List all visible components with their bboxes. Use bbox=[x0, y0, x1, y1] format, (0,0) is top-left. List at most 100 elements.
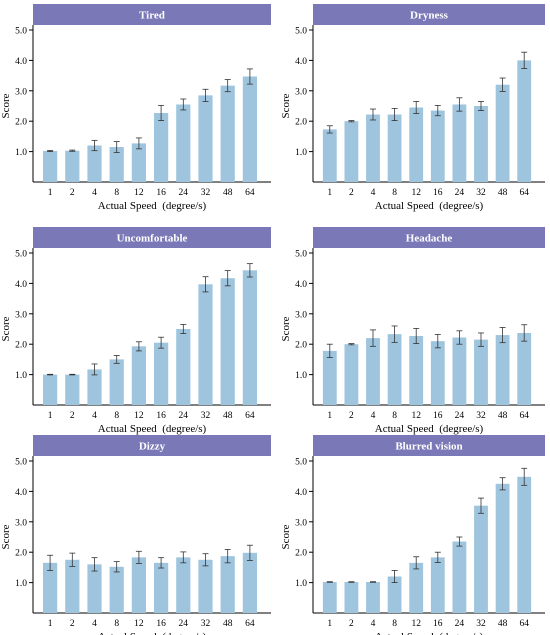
bar bbox=[198, 284, 213, 405]
y-tick-label: 1.0 bbox=[15, 148, 27, 158]
x-tick-label: 24 bbox=[179, 188, 189, 198]
bar bbox=[322, 581, 337, 613]
x-tick-label: 24 bbox=[179, 411, 189, 421]
x-tick-label: 8 bbox=[392, 411, 397, 421]
bar bbox=[495, 335, 510, 405]
bar bbox=[474, 505, 488, 613]
bar bbox=[242, 552, 258, 613]
bar bbox=[366, 114, 380, 182]
y-tick-label: 2.0 bbox=[15, 549, 27, 559]
x-tick-label: 4 bbox=[371, 411, 376, 421]
chart-title: Blurred vision bbox=[395, 441, 462, 453]
x-tick-label: 12 bbox=[134, 411, 144, 421]
bar bbox=[176, 104, 191, 182]
x-tick-label: 12 bbox=[411, 619, 421, 629]
bar bbox=[220, 278, 235, 405]
bar bbox=[452, 541, 467, 613]
x-tick-label: 2 bbox=[70, 188, 75, 198]
y-tick-label: 3.0 bbox=[295, 310, 307, 320]
x-tick-label: 4 bbox=[92, 188, 97, 198]
bar bbox=[242, 76, 258, 182]
chart-title: Dizzy bbox=[139, 441, 166, 453]
y-tick-label: 5.0 bbox=[295, 27, 307, 37]
x-axis-label: Actual Speed (degree/s) bbox=[375, 200, 484, 212]
bar bbox=[474, 106, 488, 182]
x-tick-label: 4 bbox=[371, 619, 376, 629]
y-tick-label: 3.0 bbox=[295, 87, 307, 97]
bar bbox=[87, 564, 102, 613]
y-tick-label: 1.0 bbox=[295, 371, 307, 381]
y-tick-label: 5.0 bbox=[15, 27, 27, 37]
x-tick-label: 16 bbox=[433, 411, 443, 421]
x-tick-label: 2 bbox=[349, 411, 354, 421]
chart-title: Headache bbox=[406, 233, 453, 245]
bar bbox=[430, 110, 445, 182]
bar bbox=[198, 95, 213, 182]
y-axis-label: Score bbox=[0, 524, 12, 549]
x-axis-label: Actual Speed (degree/s) bbox=[98, 200, 207, 212]
x-tick-label: 32 bbox=[201, 411, 211, 421]
x-tick-label: 16 bbox=[156, 619, 166, 629]
y-tick-label: 1.0 bbox=[295, 579, 307, 589]
x-axis-label: Actual Speed (degree/s) bbox=[98, 423, 207, 435]
x-tick-label: 1 bbox=[48, 619, 53, 629]
x-tick-label: 64 bbox=[519, 188, 529, 198]
bar bbox=[517, 60, 532, 182]
x-tick-label: 32 bbox=[476, 619, 486, 629]
x-tick-label: 32 bbox=[201, 188, 211, 198]
y-tick-label: 2.0 bbox=[295, 549, 307, 559]
y-tick-label: 5.0 bbox=[15, 250, 27, 260]
y-tick-label: 2.0 bbox=[15, 341, 27, 351]
x-tick-label: 32 bbox=[476, 188, 486, 198]
y-tick-label: 5.0 bbox=[295, 250, 307, 260]
bar bbox=[42, 374, 58, 405]
x-axis-label: Actual Speed (degree/s) bbox=[98, 631, 207, 635]
bar bbox=[409, 335, 424, 405]
bar bbox=[409, 562, 424, 613]
x-tick-label: 64 bbox=[245, 411, 255, 421]
x-tick-label: 24 bbox=[455, 411, 465, 421]
bar bbox=[430, 341, 445, 405]
x-tick-label: 48 bbox=[223, 619, 233, 629]
x-tick-label: 8 bbox=[392, 619, 397, 629]
y-tick-label: 3.0 bbox=[295, 518, 307, 528]
y-tick-label: 4.0 bbox=[295, 280, 307, 290]
x-tick-label: 16 bbox=[156, 411, 166, 421]
bar bbox=[220, 556, 235, 613]
x-tick-label: 12 bbox=[134, 619, 144, 629]
bar bbox=[42, 150, 58, 182]
bar bbox=[109, 359, 124, 405]
x-tick-label: 24 bbox=[179, 619, 189, 629]
y-axis-label: Score bbox=[0, 93, 12, 118]
x-tick-label: 1 bbox=[327, 619, 332, 629]
x-tick-label: 8 bbox=[392, 188, 397, 198]
x-tick-label: 24 bbox=[455, 619, 465, 629]
x-tick-label: 12 bbox=[411, 411, 421, 421]
y-tick-label: 2.0 bbox=[15, 118, 27, 128]
y-axis-label: Score bbox=[280, 316, 292, 341]
bar bbox=[242, 270, 258, 405]
x-tick-label: 48 bbox=[498, 188, 508, 198]
bar bbox=[387, 114, 402, 182]
bar bbox=[65, 559, 80, 613]
y-tick-label: 2.0 bbox=[295, 341, 307, 351]
bar bbox=[495, 483, 510, 613]
x-tick-label: 12 bbox=[134, 188, 144, 198]
y-tick-label: 1.0 bbox=[295, 148, 307, 158]
bar bbox=[452, 337, 467, 405]
x-tick-label: 2 bbox=[70, 411, 75, 421]
y-tick-label: 3.0 bbox=[15, 518, 27, 528]
x-tick-label: 8 bbox=[114, 619, 119, 629]
bar bbox=[452, 104, 467, 182]
bar bbox=[87, 145, 102, 182]
y-tick-label: 4.0 bbox=[295, 57, 307, 67]
y-tick-label: 4.0 bbox=[295, 488, 307, 498]
y-tick-label: 2.0 bbox=[295, 118, 307, 128]
bar bbox=[131, 143, 147, 182]
y-tick-label: 4.0 bbox=[15, 57, 27, 67]
